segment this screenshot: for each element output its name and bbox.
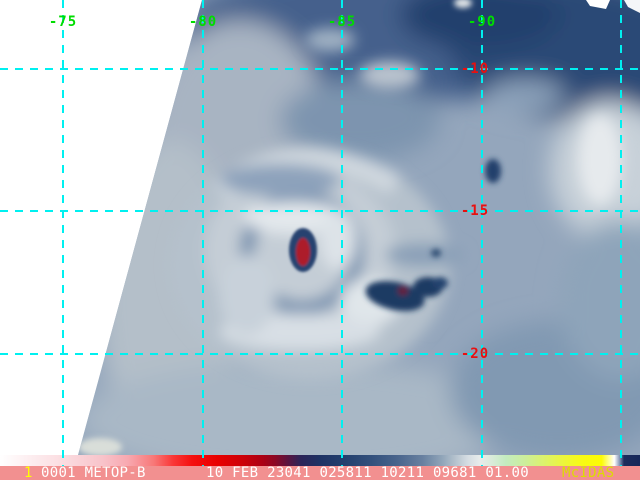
enhancement-colorbar: [0, 455, 640, 466]
status-bar: 1 0001 METOP-B 10 FEB 23041 025811 10211…: [0, 466, 640, 480]
image-id-satellite-label: 0001 METOP-B: [41, 465, 146, 480]
frame-number: 1: [24, 465, 33, 480]
cyclone-eye-marker: [289, 228, 317, 272]
mcidas-brand-label: McIDAS: [562, 465, 615, 480]
image-date-time-info: 10 FEB 23041 025811 10211 09681 01.00: [206, 465, 529, 480]
satellite-image[interactable]: [0, 0, 640, 466]
latlon-grid-overlay: [0, 0, 640, 466]
